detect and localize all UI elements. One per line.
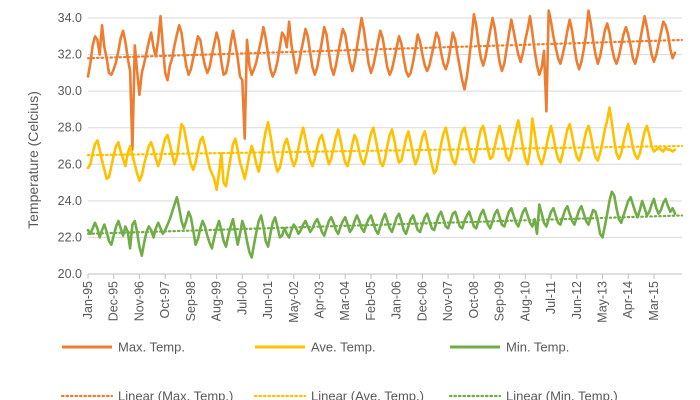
x-tick-label: Dec-06 bbox=[415, 281, 429, 321]
x-tick-label: Sep-98 bbox=[184, 281, 198, 321]
y-tick-label: 20.0 bbox=[58, 267, 82, 281]
x-tick-label: May-13 bbox=[595, 281, 609, 323]
y-tick-label: 28.0 bbox=[58, 121, 82, 135]
x-tick-label: Jun-01 bbox=[261, 281, 275, 319]
x-tick-label: Nov-07 bbox=[441, 281, 455, 321]
legend-label: Max. Temp. bbox=[118, 340, 185, 355]
legend: Max. Temp. Ave. Temp. Min. Temp. Linear (Ma… bbox=[60, 340, 618, 400]
y-tick-label: 32.0 bbox=[58, 48, 82, 62]
trendlines bbox=[86, 38, 684, 235]
trendline-linear-min-temp bbox=[86, 214, 684, 235]
y-axis-label: Temperature (Celcius) bbox=[25, 91, 41, 229]
legend-label: Linear (Max. Temp.) bbox=[118, 389, 233, 400]
legend-label: Min. Temp. bbox=[506, 340, 569, 355]
x-axis: Jan-95 Dec-95 Nov-96 Oct-97 Sep-98 Aug-99 Jul-… bbox=[81, 273, 682, 323]
x-tick-label: Feb-05 bbox=[364, 281, 378, 321]
legend-label: Linear (Min. Temp.) bbox=[506, 389, 618, 400]
x-tick-label: Oct-08 bbox=[467, 281, 481, 319]
x-tick-label: Mar-04 bbox=[338, 281, 352, 321]
x-tick-label: Apr-14 bbox=[621, 281, 635, 319]
x-tick-label: Dec-95 bbox=[107, 281, 121, 321]
y-tick-label: 34.0 bbox=[58, 11, 82, 25]
x-tick-label: Jan-06 bbox=[390, 281, 404, 319]
y-axis-tick-labels: 20.0 22.0 24.0 26.0 28.0 30.0 32.0 34.0 bbox=[58, 11, 82, 281]
x-tick-label: May-02 bbox=[287, 281, 301, 323]
x-tick-label: Mar-15 bbox=[647, 281, 661, 321]
x-tick-label: Apr-03 bbox=[313, 281, 327, 319]
series-line-min-temp bbox=[86, 190, 677, 259]
y-tick-label: 22.0 bbox=[58, 230, 82, 244]
x-tick-label: Jun-12 bbox=[570, 281, 584, 319]
y-tick-label: 24.0 bbox=[58, 194, 82, 208]
x-tick-label: Sep-09 bbox=[493, 281, 507, 321]
legend-label: Ave. Temp. bbox=[311, 340, 376, 355]
x-tick-label: Aug-10 bbox=[518, 281, 532, 321]
series-line-ave-temp bbox=[86, 106, 677, 192]
x-tick-label: Jan-95 bbox=[81, 281, 95, 319]
series-line-max-temp bbox=[86, 9, 677, 151]
series-lines bbox=[86, 9, 677, 259]
y-tick-label: 30.0 bbox=[58, 84, 82, 98]
x-tick-label: Jul-00 bbox=[235, 281, 249, 315]
x-tick-label: Oct-97 bbox=[158, 281, 172, 319]
x-tick-label: Aug-99 bbox=[210, 281, 224, 321]
legend-label: Linear (Ave. Temp.) bbox=[311, 389, 424, 400]
y-tick-label: 26.0 bbox=[58, 157, 82, 171]
x-tick-label: Nov-96 bbox=[132, 281, 146, 321]
x-tick-label: Jul-11 bbox=[544, 281, 558, 314]
